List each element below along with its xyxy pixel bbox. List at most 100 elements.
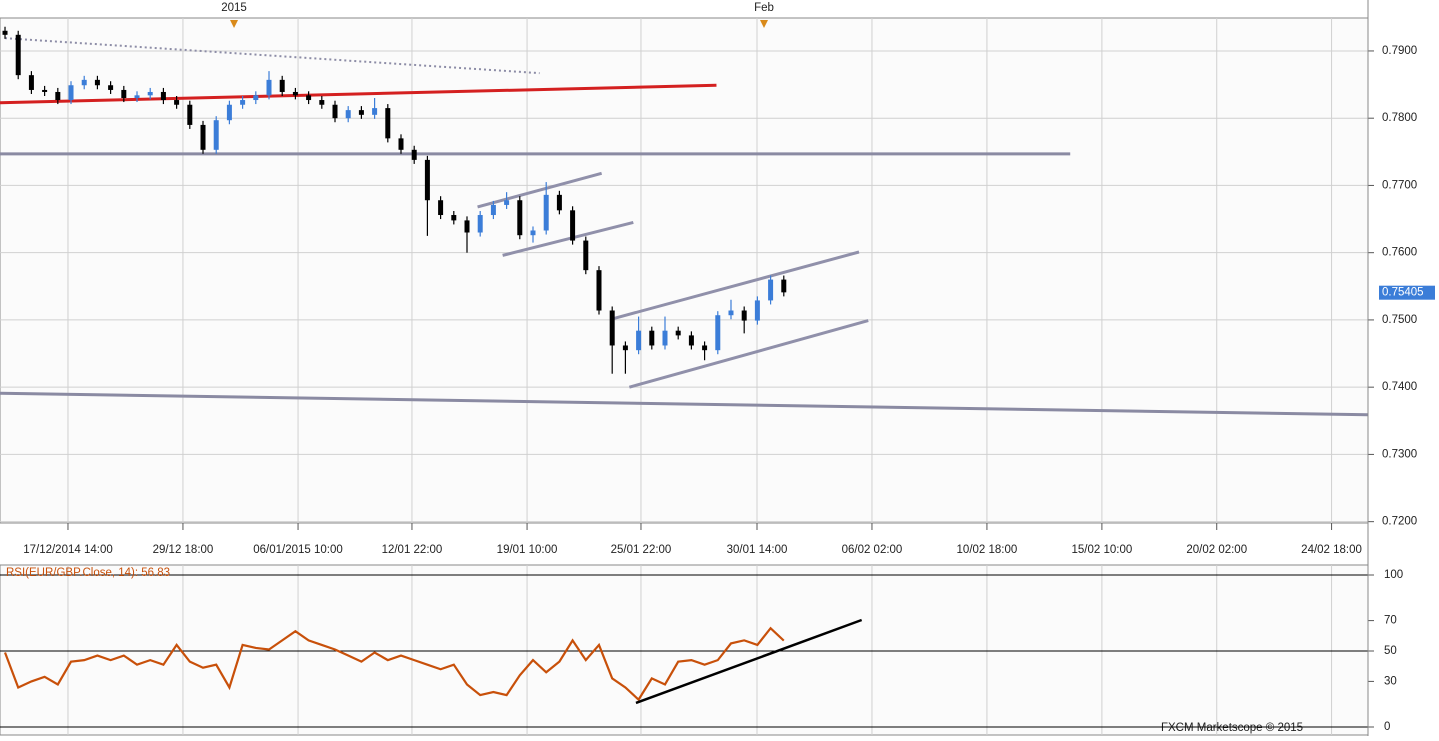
candle-body [411, 149, 417, 160]
candle-body [490, 204, 496, 216]
rsi-title: RSI(EUR/GBP.Close, 14): 56.83 [6, 567, 170, 579]
y-tick-label: 0.7500 [1382, 314, 1417, 326]
candle-body [543, 194, 549, 231]
candle-body [754, 300, 760, 321]
x-tick-label: 25/01 22:00 [611, 544, 672, 556]
x-tick-label: 15/02 10:00 [1072, 544, 1133, 556]
trendline [0, 391, 1369, 417]
candle-body [583, 240, 589, 271]
candle-body [174, 100, 180, 105]
candle-body [306, 95, 312, 101]
y-tick-label: 30 [1384, 675, 1397, 687]
price-panel [0, 17, 1369, 524]
y-tick-label: 0.7700 [1382, 179, 1417, 191]
y-tick-label: 0.7800 [1382, 112, 1417, 124]
x-tick-label: 06/02 02:00 [842, 544, 903, 556]
x-tick-label: 10/02 18:00 [957, 544, 1018, 556]
candle-body [556, 194, 562, 211]
y-tick-label: 0.7300 [1382, 448, 1417, 460]
candle-body [702, 345, 708, 351]
candle-body [108, 85, 114, 90]
x-tick-label: 24/02 18:00 [1301, 544, 1362, 556]
candle-body [372, 108, 378, 115]
y-tick-label: 0.7400 [1382, 381, 1417, 393]
candle-body [675, 330, 681, 336]
candle-body [81, 79, 87, 86]
x-tick-label: 12/01 22:00 [382, 544, 443, 556]
candle-body [68, 85, 74, 101]
candle-body [279, 79, 285, 92]
trendline [502, 220, 634, 257]
candle-body [781, 279, 787, 293]
candle-body [240, 100, 246, 105]
y-tick-label: 50 [1384, 645, 1397, 657]
candle-body [636, 330, 642, 351]
x-tick-label: 06/01/2015 10:00 [253, 544, 343, 556]
candle-body [477, 215, 483, 233]
candle-body [358, 110, 364, 115]
y-tick-label: 0.7200 [1382, 516, 1417, 528]
candle-body [741, 310, 747, 321]
candle-body [649, 330, 655, 346]
last-price-label: 0.75405 [1382, 287, 1424, 299]
candle-body [728, 310, 734, 316]
x-tick-label: 19/01 10:00 [497, 544, 558, 556]
trendline [0, 83, 717, 105]
x-tick-label: 17/12/2014 14:00 [23, 544, 113, 556]
candle-body [398, 138, 404, 150]
candle-body [609, 310, 615, 346]
candle-body [570, 210, 576, 241]
candle-body [28, 75, 34, 90]
candle-body [226, 104, 232, 121]
rsi-line [3, 626, 785, 702]
y-tick-label: 100 [1384, 569, 1403, 581]
candle-body [345, 110, 351, 119]
y-tick-label: 0.7900 [1382, 45, 1417, 57]
candle-body [42, 89, 48, 92]
time-marker [230, 20, 239, 28]
y-tick-label: 70 [1384, 615, 1397, 627]
candle-body [292, 91, 298, 96]
candle-body [15, 34, 21, 76]
candle-body [200, 124, 206, 150]
time-marker [759, 20, 768, 28]
candle-body [121, 89, 127, 99]
rsi-panel [0, 564, 1369, 736]
candle-body [253, 95, 259, 101]
candle-body [688, 335, 694, 346]
footer: FXCM Marketscope © 2015 [1161, 722, 1303, 734]
candle-body [147, 91, 153, 96]
candle-body [662, 330, 668, 346]
candle-body [768, 279, 774, 301]
last-price-box [1379, 285, 1435, 300]
x-tick-label: 30/01 14:00 [727, 544, 788, 556]
trendline [628, 319, 869, 389]
candle-body [451, 215, 457, 221]
trendline [613, 250, 860, 321]
candle-body [134, 95, 140, 99]
y-tick-label: 0 [1384, 721, 1390, 733]
candle-body [596, 270, 602, 311]
candle-body [160, 91, 166, 101]
time-marker-label: Feb [754, 2, 774, 14]
trendline [635, 618, 863, 705]
candle-body [530, 230, 536, 236]
candle-body [2, 30, 8, 35]
candle-body [332, 104, 338, 119]
candle-body [187, 104, 193, 125]
candle-body [213, 120, 219, 150]
candle-body [94, 79, 100, 86]
candle-body [438, 200, 444, 216]
candle-body [319, 100, 325, 105]
candle-body [622, 345, 628, 351]
y-tick-label: 0.7600 [1382, 247, 1417, 259]
candle-body [424, 159, 430, 201]
candle-body [464, 220, 470, 233]
x-tick-label: 20/02 02:00 [1186, 544, 1247, 556]
x-tick-label: 29/12 18:00 [153, 544, 214, 556]
time-marker-label: 2015 [221, 2, 247, 14]
candle-body [517, 200, 523, 236]
candle-body [504, 200, 510, 205]
trendline [477, 171, 603, 209]
